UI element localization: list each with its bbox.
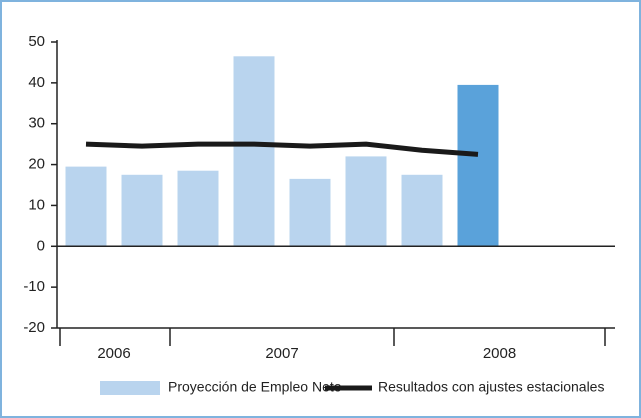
line [85, 141, 479, 157]
y-tick-label: 30 [28, 115, 45, 132]
legend-label: Resultados con ajustes estacionales [378, 379, 604, 395]
bar [65, 166, 107, 247]
y-tick-label: 50 [28, 33, 45, 50]
x-group-label: 2007 [265, 345, 298, 362]
bar [289, 178, 331, 247]
x-group-label: 2006 [97, 345, 130, 362]
y-tick-label: 0 [37, 237, 45, 254]
bar [177, 170, 219, 247]
bar [345, 156, 387, 247]
bar [457, 84, 499, 247]
y-tick-label: 20 [28, 156, 45, 173]
legend-label: Proyección de Empleo Neto [168, 379, 342, 395]
y-tick-label: 40 [28, 74, 45, 91]
legend-swatch [100, 381, 160, 395]
y-tick-label: -10 [23, 278, 45, 295]
y-tick-label: -20 [23, 319, 45, 336]
bar [121, 174, 163, 247]
y-tick-label: 10 [28, 196, 45, 213]
bar [401, 174, 443, 247]
x-group-label: 2008 [483, 345, 516, 362]
bar [233, 56, 275, 247]
